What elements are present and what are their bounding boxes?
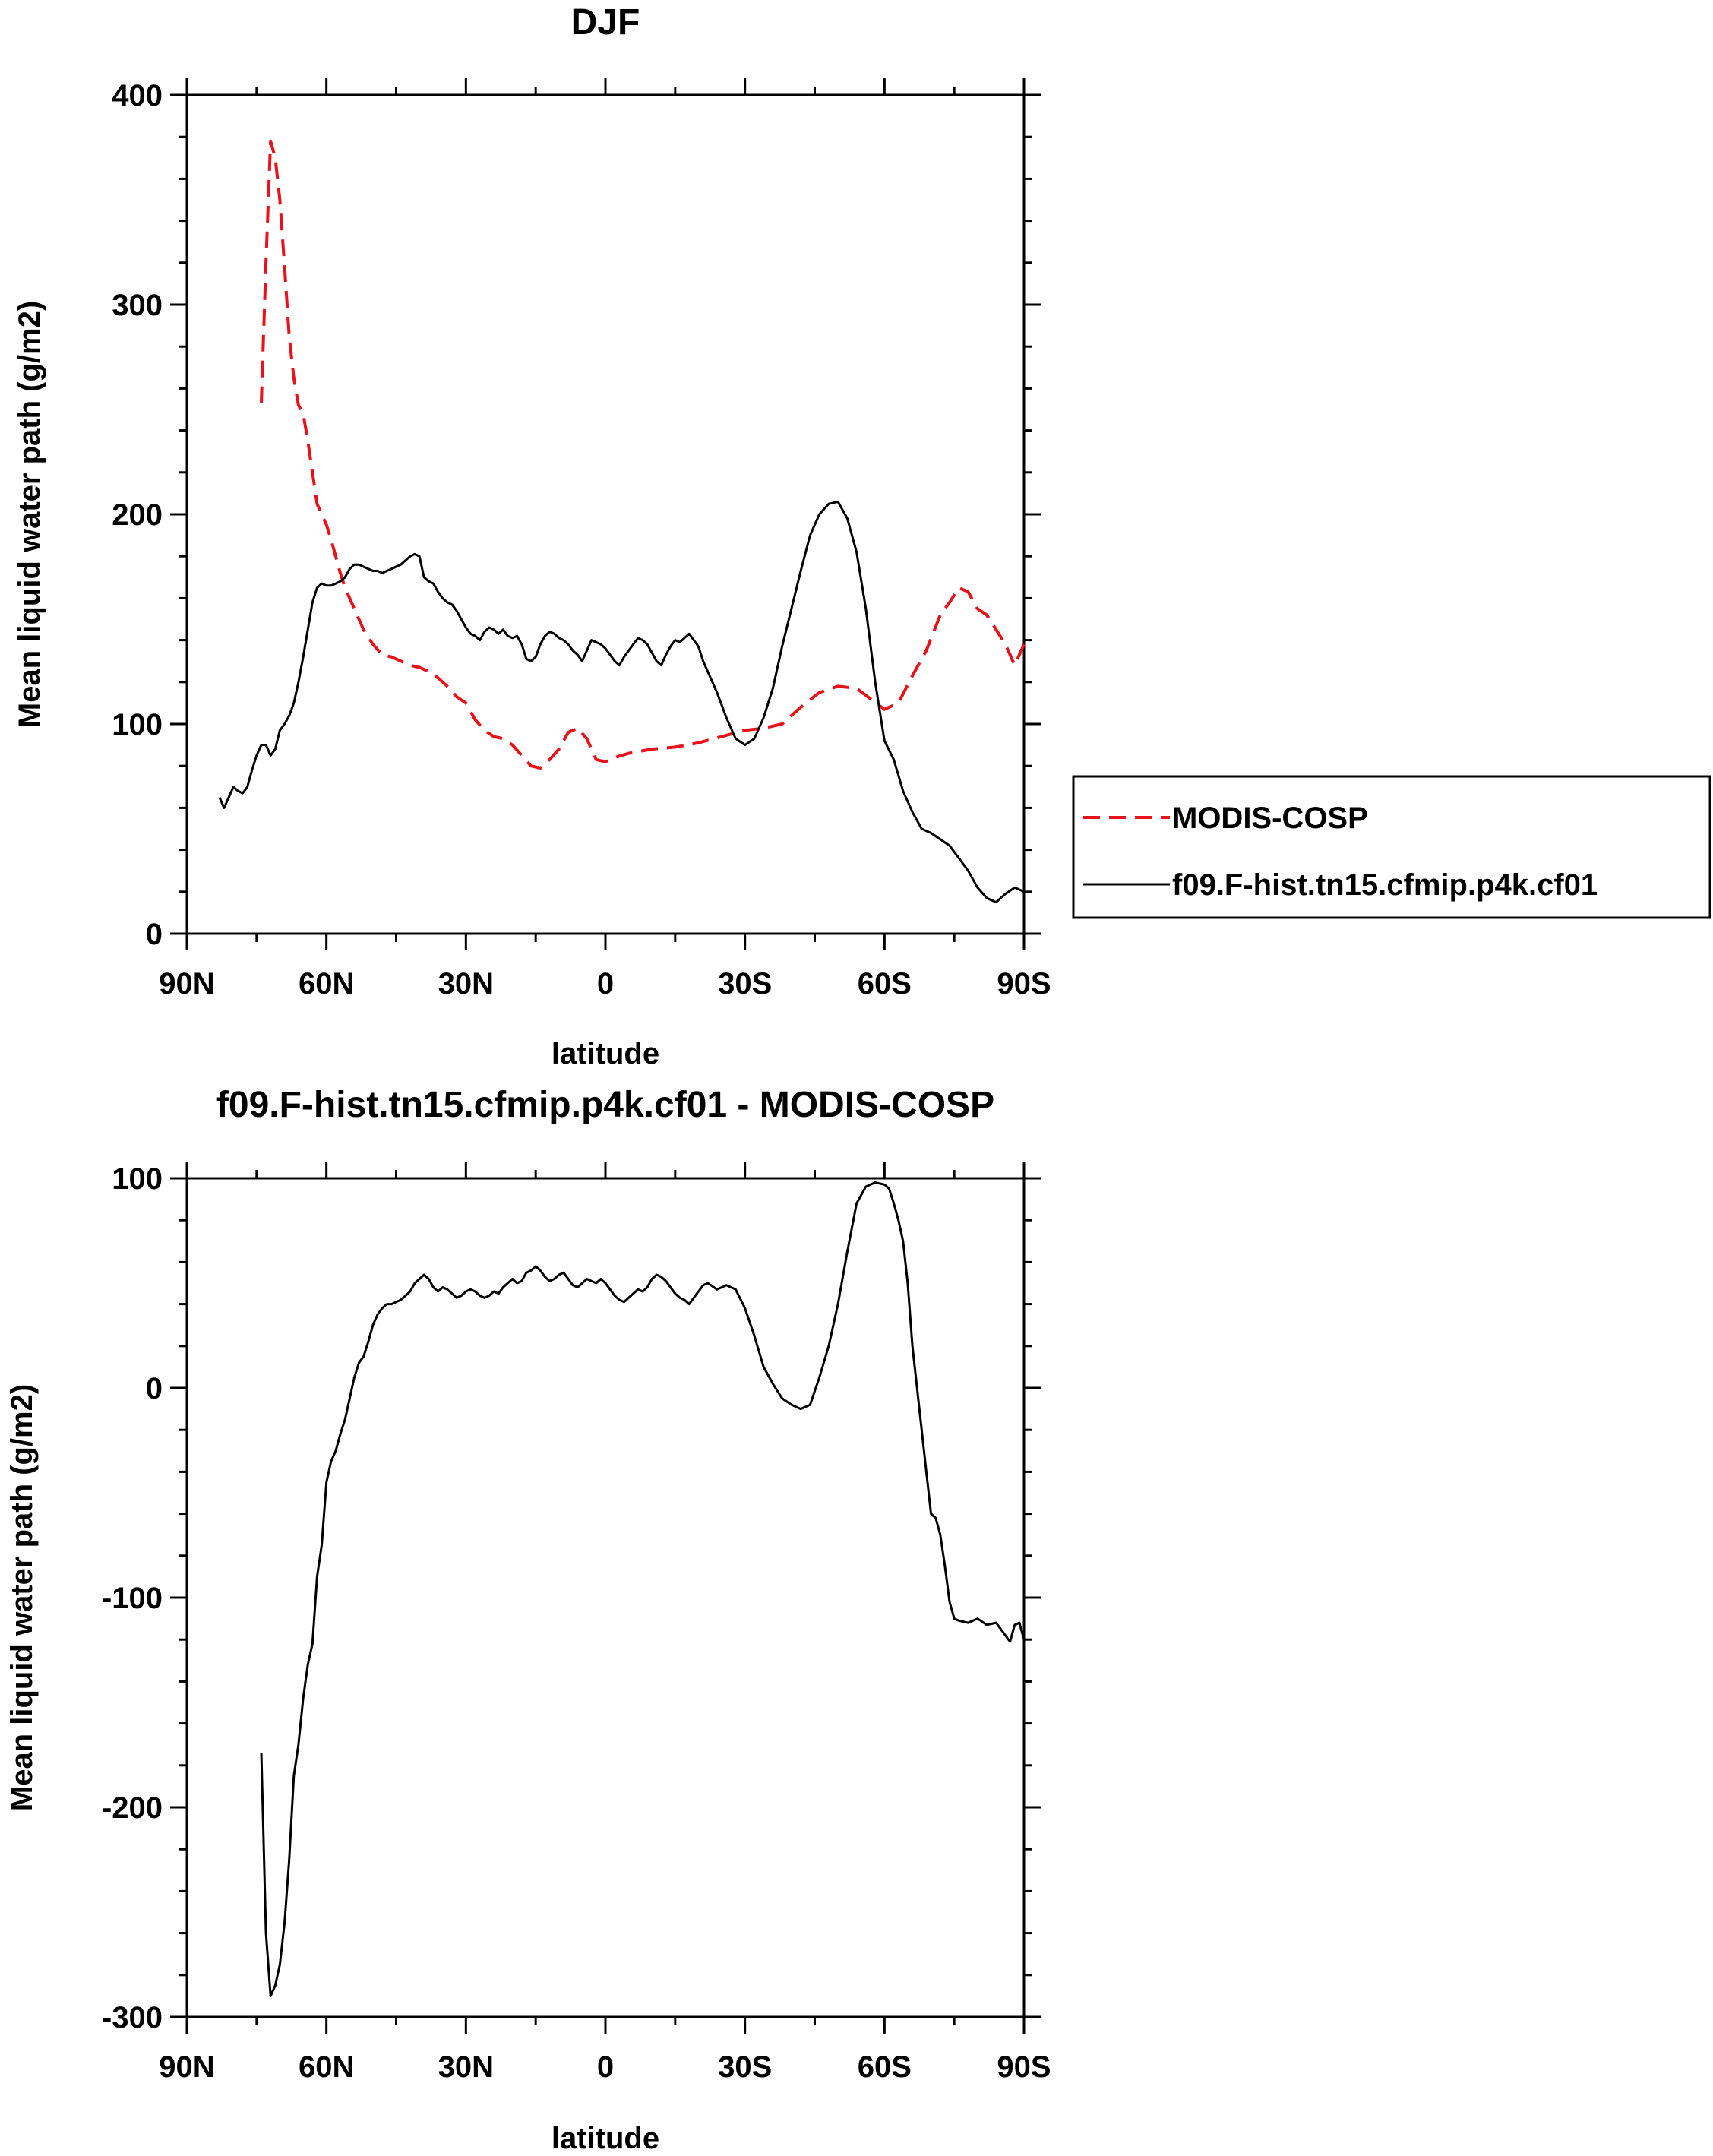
x-tick-label: 0 (597, 2050, 614, 2084)
plot-frame (185, 1177, 1026, 2018)
x-tick-label: 90S (997, 967, 1051, 1001)
x-tick-label: 60N (299, 967, 354, 1001)
chart-title: f09.F-hist.tn15.cfmip.p4k.cf01 - MODIS-C… (216, 1085, 994, 1125)
plot-area: -300 -200 -100 0 100 90N 60N 30N 0 30S 60S 90S (102, 1162, 1051, 2084)
x-axis-title: latitude (552, 2122, 659, 2155)
series-line-0 (260, 1181, 1026, 1997)
y-tick-label: -300 (102, 2001, 163, 2034)
x-axis-title: latitude (552, 1037, 659, 1070)
series-line-0 (260, 139, 1026, 770)
y-tick-label: 400 (112, 79, 163, 112)
x-tick-label: 60S (858, 967, 912, 1001)
legend-label-model: f09.F-hist.tn15.cfmip.p4k.cf01 (1172, 868, 1598, 902)
plot-area: 0 100 200 300 400 90N 60N 30N 0 30S 60S 90S (112, 78, 1051, 1001)
y-tick-label: 100 (112, 1162, 163, 1196)
series-line-1 (218, 500, 1025, 904)
chart-title: DJF (571, 2, 640, 43)
x-tick-label: 30N (438, 967, 494, 1001)
y-tick-label: 300 (112, 289, 163, 322)
x-tick-label: 60S (858, 2050, 912, 2084)
y-axis-title: Mean liquid water path (g/m2) (13, 301, 46, 728)
legend-label-modis: MODIS-COSP (1172, 801, 1368, 835)
y-tick-label: -100 (102, 1582, 163, 1615)
chart-djf: DJF 0 100 200 300 400 90N 60N 30N 0 30S 60S 90S lat… (13, 2, 1711, 1070)
y-axis-title: Mean liquid water path (g/m2) (5, 1384, 39, 1811)
x-tick-label: 90N (159, 967, 214, 1001)
x-tick-label: 30N (438, 2050, 494, 2084)
y-tick-label: -200 (102, 1791, 163, 1825)
y-tick-label: 0 (146, 918, 163, 951)
x-tick-label: 90N (159, 2050, 214, 2084)
chart-difference: f09.F-hist.tn15.cfmip.p4k.cf01 - MODIS-C… (5, 1085, 1051, 2155)
x-tick-label: 0 (597, 967, 614, 1001)
plot-frame (185, 93, 1026, 935)
legend: MODIS-COSP f09.F-hist.tn15.cfmip.p4k.cf0… (1072, 775, 1711, 919)
y-tick-label: 0 (146, 1372, 163, 1405)
y-tick-label: 200 (112, 498, 163, 532)
x-tick-label: 60N (299, 2050, 354, 2084)
x-tick-label: 30S (718, 2050, 772, 2084)
legend-box (1072, 775, 1711, 919)
x-tick-label: 90S (997, 2050, 1051, 2084)
x-tick-label: 30S (718, 967, 772, 1001)
y-tick-label: 100 (112, 708, 163, 741)
